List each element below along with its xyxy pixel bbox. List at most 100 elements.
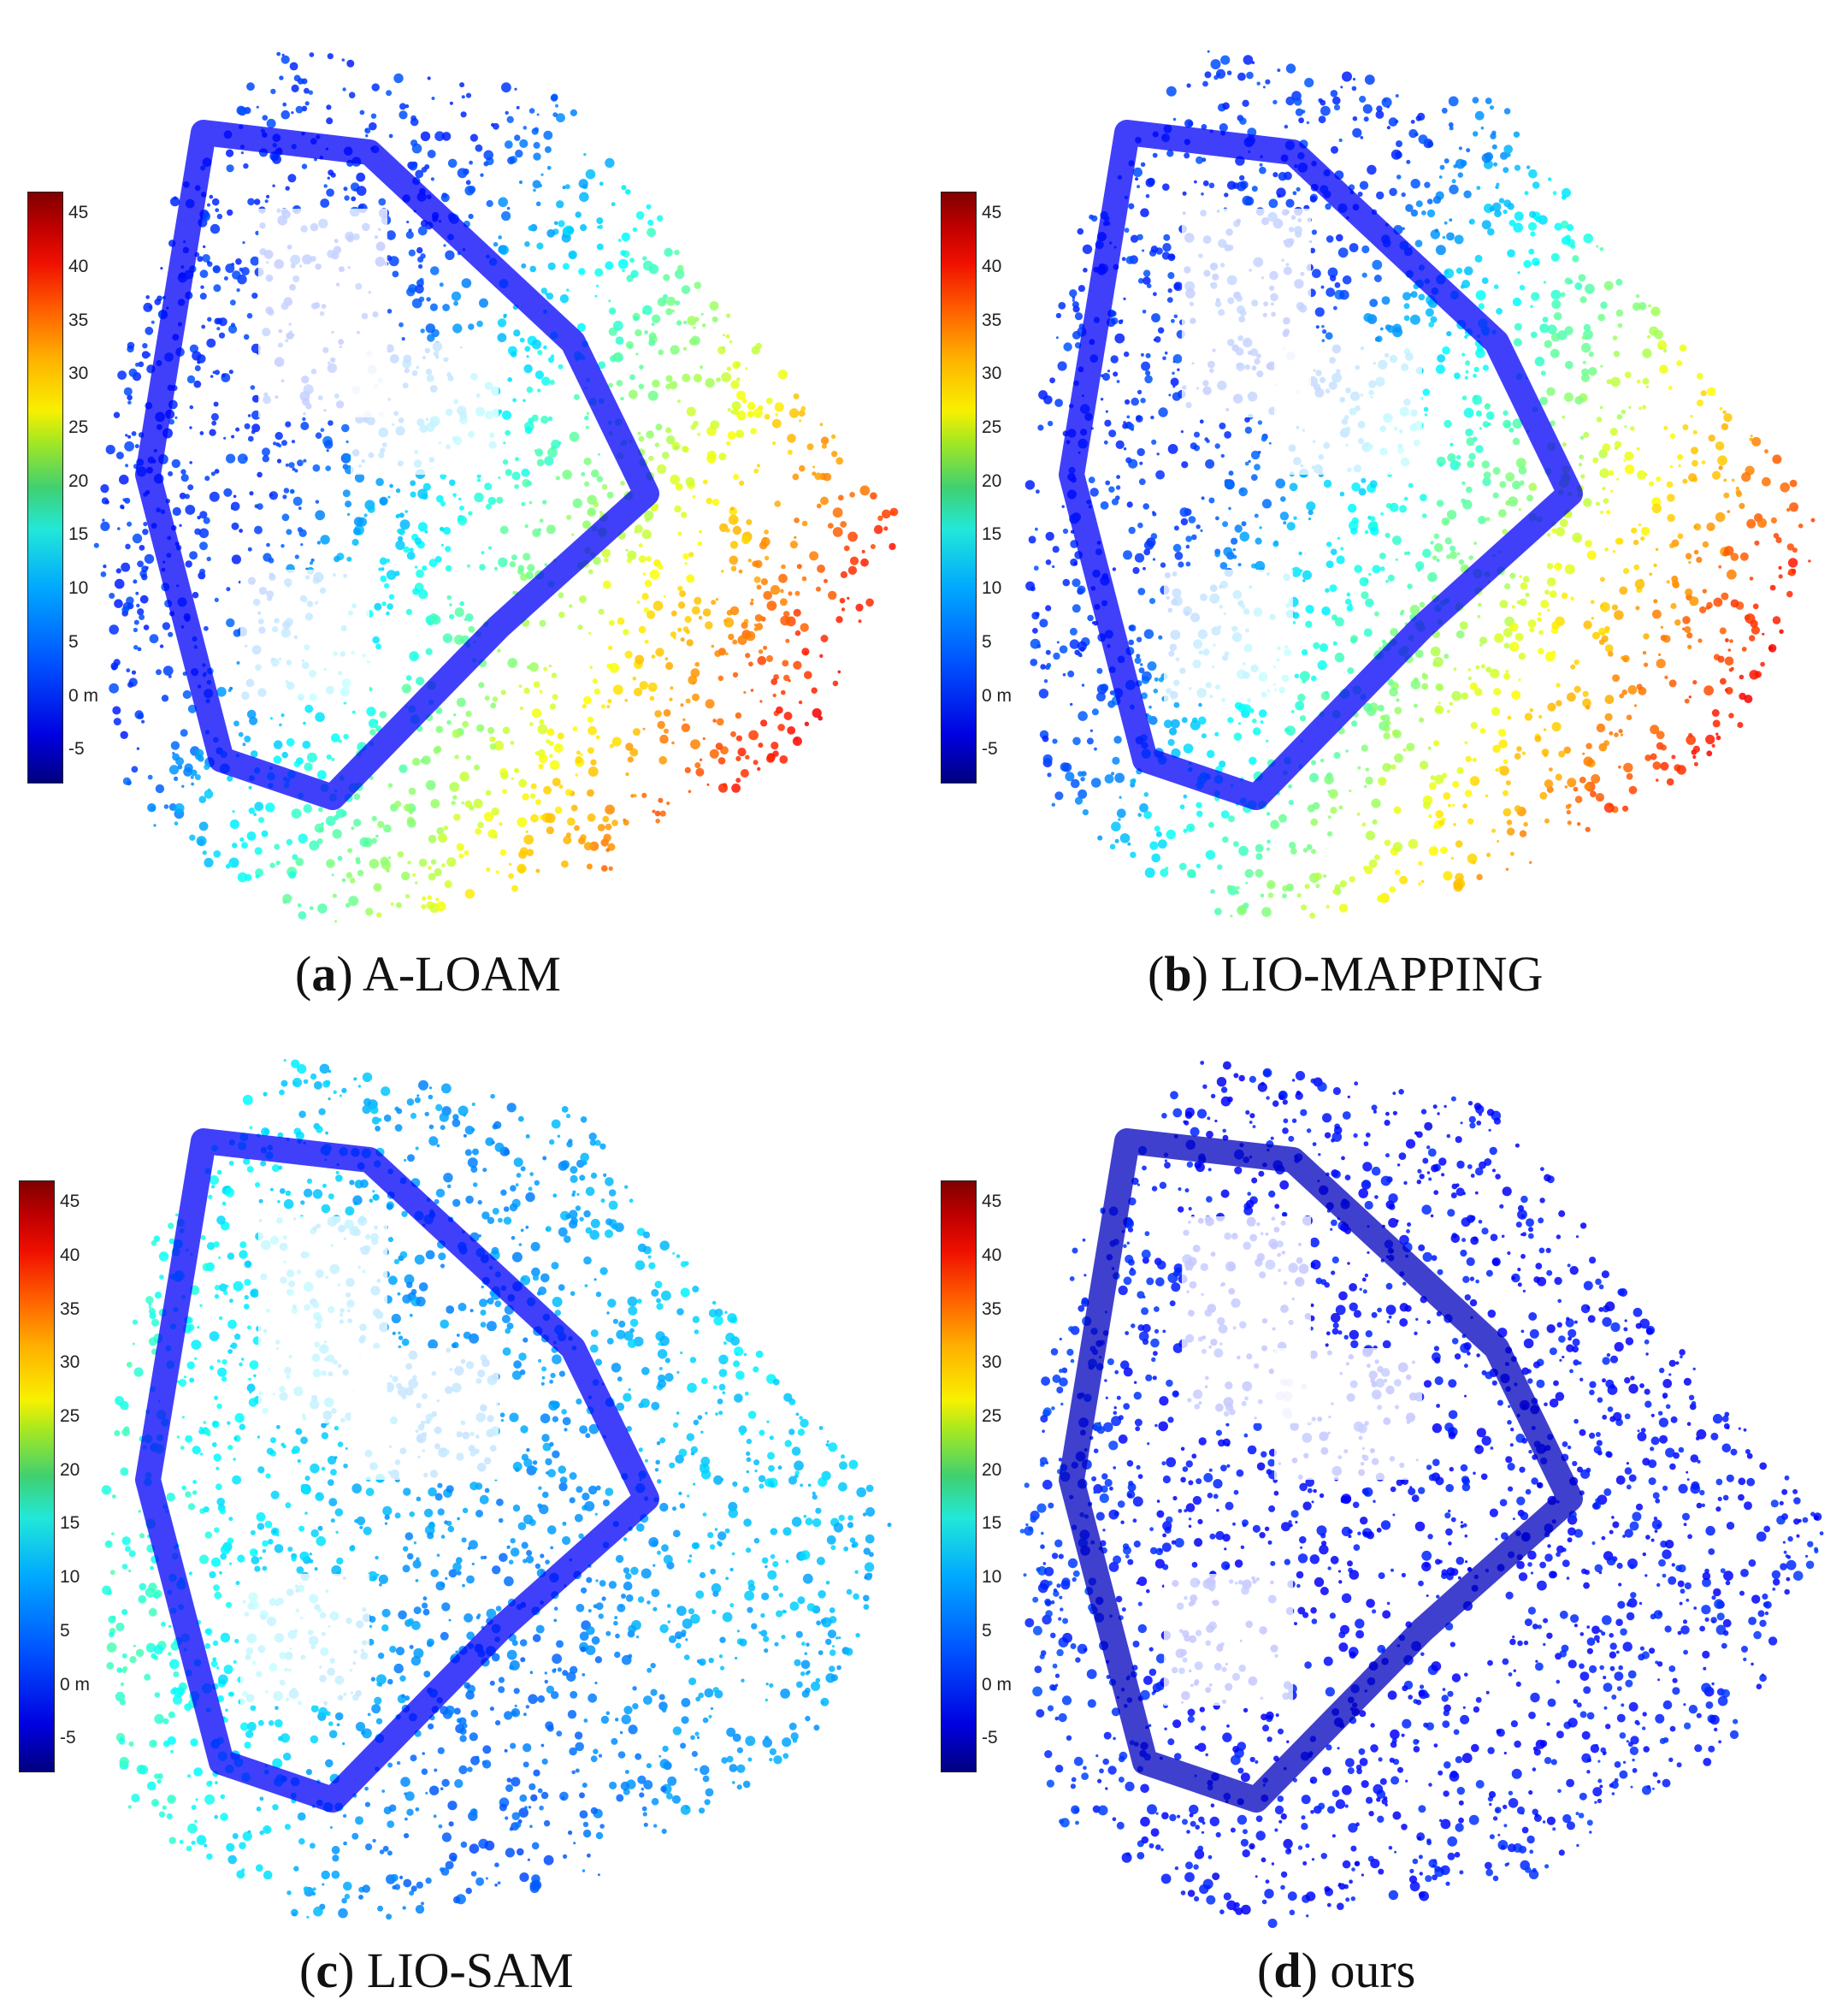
- map-point: [692, 693, 700, 701]
- map-point: [729, 555, 739, 565]
- map-point: [139, 1533, 145, 1539]
- map-point: [184, 494, 190, 500]
- map-point: [1465, 428, 1473, 437]
- map-point: [725, 528, 730, 533]
- map-point: [639, 1792, 645, 1798]
- map-point: [1152, 558, 1156, 561]
- road-loop: [135, 120, 659, 810]
- map-point: [418, 858, 428, 867]
- map-point: [1498, 739, 1508, 749]
- map-point: [1179, 507, 1190, 518]
- map-point: [1167, 272, 1175, 280]
- map-point: [1739, 552, 1749, 561]
- map-point: [1485, 411, 1495, 420]
- map-point: [688, 552, 694, 558]
- map-point: [404, 803, 412, 812]
- map-point: [649, 695, 655, 701]
- map-point: [1361, 744, 1368, 752]
- map-point: [537, 388, 541, 393]
- map-point: [1503, 108, 1511, 115]
- map-point: [1396, 174, 1402, 180]
- map-point: [1409, 314, 1420, 325]
- map-point: [1723, 478, 1727, 482]
- map-point: [1474, 688, 1483, 696]
- map-point: [1153, 292, 1157, 297]
- map-point: [1295, 108, 1303, 116]
- map-point: [1088, 476, 1095, 483]
- map-point: [1087, 614, 1094, 622]
- map-point: [1155, 831, 1162, 837]
- map-point: [1401, 609, 1405, 614]
- map-point: [199, 511, 208, 519]
- map-point: [1237, 563, 1242, 567]
- map-point: [1334, 652, 1345, 663]
- map-point: [677, 601, 686, 609]
- map-point: [262, 455, 269, 463]
- map-point: [1407, 583, 1413, 589]
- map-point: [538, 764, 544, 770]
- map-point: [1590, 790, 1597, 798]
- map-point: [759, 541, 768, 550]
- map-point: [451, 1855, 457, 1862]
- map-point: [524, 241, 530, 247]
- map-point: [463, 850, 469, 855]
- map-point: [1114, 772, 1125, 784]
- map-point: [459, 600, 464, 606]
- map-point: [332, 1854, 339, 1862]
- map-point: [1310, 818, 1319, 826]
- map-point: [1540, 370, 1546, 376]
- map-point: [549, 379, 555, 385]
- map-point: [599, 1267, 608, 1275]
- map-point: [180, 469, 186, 475]
- map-point: [583, 842, 593, 851]
- map-point: [1604, 713, 1613, 721]
- map-point: [562, 1521, 567, 1526]
- map-point: [526, 1447, 530, 1452]
- map-point: [1284, 727, 1290, 732]
- map-point: [357, 869, 364, 877]
- map-point: [664, 657, 669, 661]
- map-point: [414, 537, 422, 545]
- map-point: [1653, 599, 1658, 604]
- map-point: [1524, 191, 1529, 196]
- map-point: [317, 903, 328, 914]
- map-point: [479, 1298, 487, 1308]
- map-point: [608, 1581, 617, 1589]
- map-point: [388, 133, 393, 139]
- map-point: [458, 1303, 467, 1311]
- map-point: [241, 842, 248, 849]
- map-point: [1037, 424, 1044, 431]
- map-point: [167, 1795, 176, 1804]
- map-point: [758, 742, 764, 748]
- map-point: [221, 373, 226, 378]
- map-point: [421, 167, 428, 173]
- map-point: [100, 571, 107, 577]
- map-point: [293, 760, 301, 767]
- map-point: [1485, 98, 1492, 104]
- map-point: [704, 1799, 711, 1806]
- map-point: [1588, 352, 1594, 358]
- map-point: [665, 427, 672, 434]
- map-point: [1038, 689, 1049, 699]
- map-point: [547, 447, 558, 458]
- map-point: [331, 1870, 340, 1879]
- map-point: [232, 1833, 239, 1839]
- map-point: [781, 689, 786, 695]
- map-point: [568, 1830, 573, 1836]
- map-point: [1485, 794, 1489, 798]
- map-point: [799, 419, 802, 423]
- map-point: [214, 1527, 220, 1533]
- map-point: [804, 651, 808, 655]
- map-point: [1475, 665, 1480, 670]
- map-point: [727, 408, 731, 412]
- map-point: [1577, 822, 1581, 826]
- map-point: [615, 336, 624, 345]
- map-point: [561, 1409, 567, 1415]
- map-point: [1377, 704, 1385, 712]
- map-point: [1090, 778, 1101, 788]
- map-point: [1679, 344, 1687, 352]
- map-point: [791, 1517, 802, 1527]
- map-point: [398, 1345, 402, 1349]
- map-point: [569, 604, 573, 608]
- map-point: [213, 401, 219, 407]
